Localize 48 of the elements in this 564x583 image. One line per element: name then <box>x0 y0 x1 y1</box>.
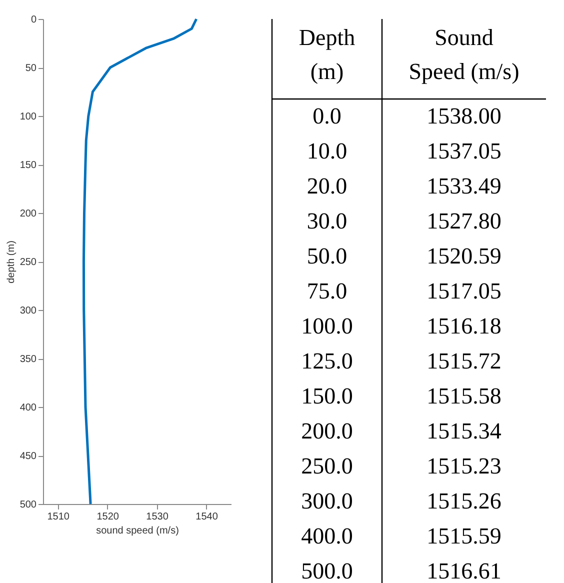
text: Sound Speed (m/s) <box>408 25 520 84</box>
y-tick-label: 50 <box>25 63 37 74</box>
y-tick-label: 250 <box>20 257 37 268</box>
text: 200.0 <box>301 418 353 444</box>
text: 1520.59 <box>426 244 502 268</box>
text: 100.0 <box>301 314 353 338</box>
y-tick-label: 450 <box>20 451 37 462</box>
text: 1533.49 <box>426 174 502 198</box>
line-series <box>82 18 198 506</box>
text: 300.0 <box>301 488 353 514</box>
text: 125.0 <box>301 348 353 374</box>
text: 250.0 <box>301 454 353 478</box>
x-tick-label: 1510 <box>47 512 70 522</box>
text: 1516.18 <box>426 314 502 338</box>
text: 1517.05 <box>426 278 502 304</box>
text: 150.0 <box>301 384 353 408</box>
text: 75.0 <box>306 278 348 304</box>
y-tick-label: 300 <box>20 306 37 316</box>
y-tick-label: 150 <box>20 160 37 171</box>
x-tick-label: 1520 <box>96 512 120 522</box>
y-tick-label: 0 <box>30 14 37 26</box>
text: 10.0 <box>306 138 348 164</box>
text: 30.0 <box>306 208 348 234</box>
y-tick-label: 100 <box>20 112 37 122</box>
x-axis-title: sound speed (m/s) <box>96 526 179 536</box>
text: 1516.61 <box>426 558 502 583</box>
text: 1515.34 <box>426 418 502 444</box>
text: 500.0 <box>301 558 353 583</box>
text: 1515.26 <box>426 488 502 514</box>
text: 50.0 <box>306 244 348 268</box>
y-tick-label: 500 <box>20 500 37 510</box>
y-tick-label: 400 <box>20 402 37 414</box>
text: 1515.23 <box>426 454 502 478</box>
text: 1515.58 <box>426 384 502 408</box>
x-tick-label: 1530 <box>146 512 169 522</box>
y-tick-label: 200 <box>20 208 37 220</box>
y-axis-title: depth (m) <box>6 240 17 284</box>
y-tick-label: 350 <box>20 354 37 365</box>
text: 20.0 <box>306 174 348 198</box>
text: Depth (m) <box>298 25 356 84</box>
text: 1515.59 <box>426 524 502 548</box>
text: 400.0 <box>301 524 353 548</box>
text: 1515.72 <box>426 348 502 374</box>
text: 1537.05 <box>426 138 502 164</box>
text: 0.0 <box>312 104 342 128</box>
text: 1538.00 <box>426 104 502 128</box>
x-tick-label: 1540 <box>196 512 218 522</box>
text: 1527.80 <box>426 208 502 234</box>
